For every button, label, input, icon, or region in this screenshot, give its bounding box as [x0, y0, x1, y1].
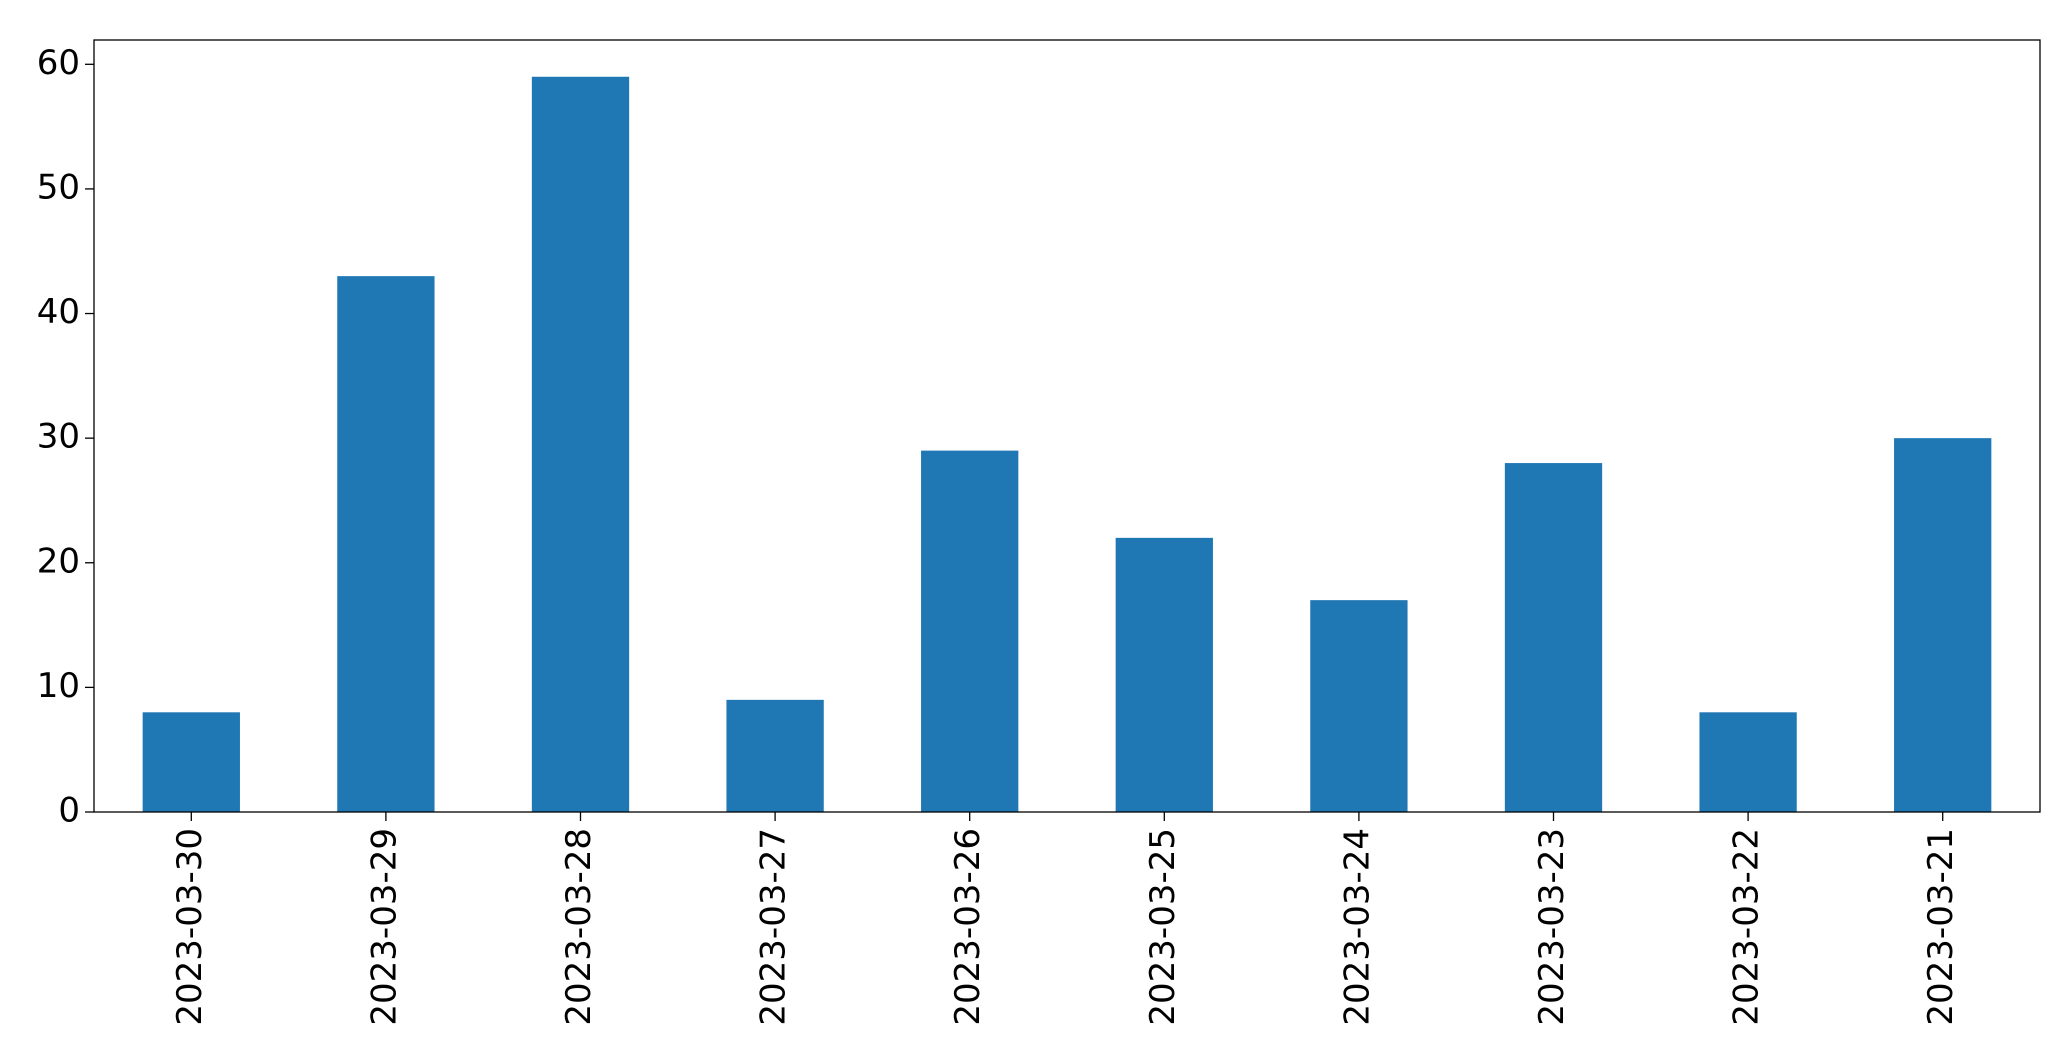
plot-frame [93, 39, 2041, 813]
x-tick-label: 2023-03-24 [1337, 828, 1377, 1026]
bar [531, 76, 630, 812]
x-tick-label: 2023-03-21 [1921, 828, 1961, 1026]
x-tick-label: 2023-03-23 [1532, 828, 1572, 1026]
bar [726, 699, 824, 812]
y-tick-label: 0 [58, 791, 80, 831]
bar [1894, 438, 1992, 812]
x-tick-label: 2023-03-22 [1727, 828, 1767, 1026]
bar [921, 450, 1019, 812]
x-tick-label: 2023-03-26 [948, 828, 988, 1026]
x-tick-label: 2023-03-30 [170, 828, 210, 1026]
x-tick-label: 2023-03-25 [1143, 828, 1183, 1026]
bar [1699, 712, 1797, 812]
y-tick-label: 20 [37, 541, 80, 581]
bar [337, 276, 435, 812]
bar [1504, 463, 1603, 812]
y-tick-label: 30 [37, 417, 80, 457]
y-tick-label: 50 [37, 167, 80, 207]
bar [142, 712, 240, 812]
y-tick-label: 10 [37, 666, 80, 706]
x-tick-label: 2023-03-28 [559, 828, 599, 1026]
x-tick-label: 2023-03-27 [754, 828, 794, 1026]
bar [1310, 600, 1408, 812]
x-tick-label: 2023-03-29 [364, 828, 404, 1026]
y-tick-label: 60 [37, 43, 80, 83]
y-tick-label: 40 [37, 292, 80, 332]
bar [1115, 537, 1213, 812]
